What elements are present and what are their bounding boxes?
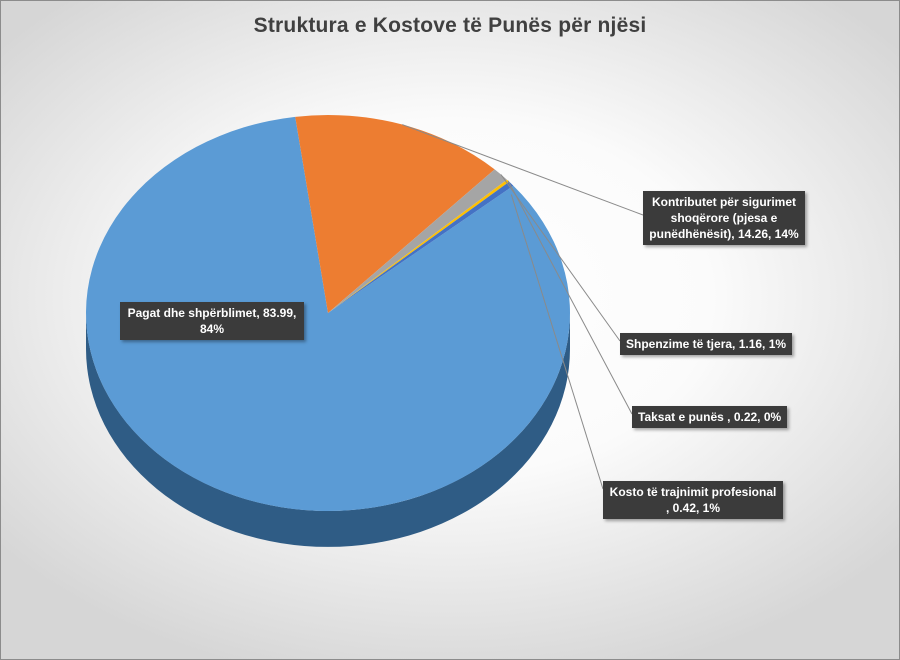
pie-slice-taksat <box>328 179 510 313</box>
data-label-pagat: Pagat dhe shpërblimet, 83.99, 84% <box>120 302 304 340</box>
data-label-taksat: Taksat e punës , 0.22, 0% <box>632 406 788 428</box>
leader-line-taksat <box>507 180 633 415</box>
pie-slice-shpenzime <box>328 169 507 313</box>
pie-depth <box>86 313 570 547</box>
data-label-kontributet: Kontributet për sigurimet shoqërore (pje… <box>643 191 805 245</box>
data-label-shpenzime: Shpenzime të tjera, 1.16, 1% <box>620 333 793 355</box>
data-label-trajnimi: Kosto të trajnimit profesional , 0.42, 1… <box>603 481 783 519</box>
leader-lines <box>402 124 644 490</box>
chart-title: Struktura e Kostove të Punës për njësi <box>253 14 647 37</box>
pie-slice-pagat <box>86 116 570 512</box>
pie-top <box>86 115 570 512</box>
leader-line-shpenzime <box>500 174 621 342</box>
pie-slice-kosto <box>328 181 514 313</box>
leader-line-kosto <box>510 194 604 490</box>
pie-side-pagat <box>86 313 570 547</box>
pie-slice-kontributet <box>295 115 495 313</box>
leader-line-kontributet <box>402 124 644 216</box>
